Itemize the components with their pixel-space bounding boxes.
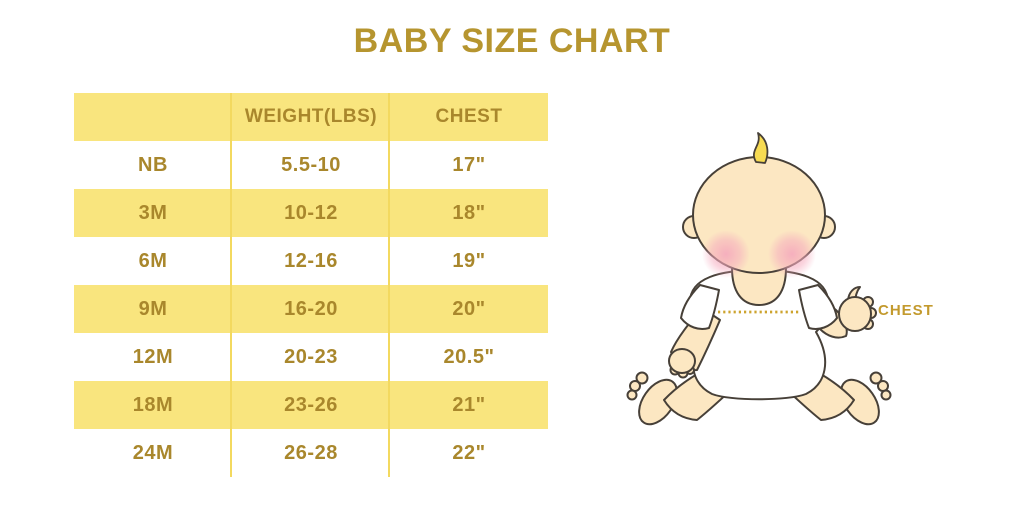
header-chest-cell: CHEST [435,106,503,127]
header-weight-cell: WEIGHT(LBS) [244,106,378,127]
size-cell: 3M [138,201,168,224]
weight-cell: 10-12 [284,201,338,224]
table-row: 24M 26-28 22" [74,429,548,477]
chest-cell: 20.5" [443,345,495,368]
size-cell: 9M [138,297,168,320]
size-cell: 24M [132,441,174,464]
baby-figure [626,132,892,426]
size-table: WEIGHT(LBS) CHEST NB 5.5-10 17" 3M 10-12… [74,93,548,477]
table-row: 3M 10-12 18" [74,189,548,237]
size-cell: 18M [132,393,174,416]
table-header-row: WEIGHT(LBS) CHEST [74,93,548,141]
column-divider [230,93,232,477]
baby-hair-curl [753,132,769,164]
table-row: 18M 23-26 21" [74,381,548,429]
table-row: 6M 12-16 19" [74,237,548,285]
weight-cell: 23-26 [284,393,338,416]
chest-cell: 17" [452,153,486,176]
chest-cell: 21" [452,393,486,416]
header-size-cell [74,93,232,141]
size-cell: 6M [138,249,168,272]
chest-cell: 22" [452,441,486,464]
size-cell: NB [138,153,168,176]
column-divider [388,93,390,477]
baby-right-cheek [768,230,816,278]
weight-cell: 16-20 [284,297,338,320]
chest-label: CHEST [878,302,934,319]
weight-cell: 5.5-10 [281,153,341,176]
table-row: NB 5.5-10 17" [74,141,548,189]
weight-cell: 12-16 [284,249,338,272]
chest-cell: 20" [452,297,486,320]
weight-cell: 26-28 [284,441,338,464]
baby-neck [731,267,787,306]
baby-left-sleeve [680,284,720,330]
table-row: 12M 20-23 20.5" [74,333,548,381]
baby-left-cheek [702,230,750,278]
baby-illustration [620,120,960,460]
chest-cell: 19" [452,249,486,272]
weight-cell: 20-23 [284,345,338,368]
size-cell: 12M [132,345,174,368]
page-title: BABY SIZE CHART [353,22,671,60]
baby-right-sleeve [798,284,838,330]
table-row: 9M 16-20 20" [74,285,548,333]
chest-cell: 18" [452,201,486,224]
